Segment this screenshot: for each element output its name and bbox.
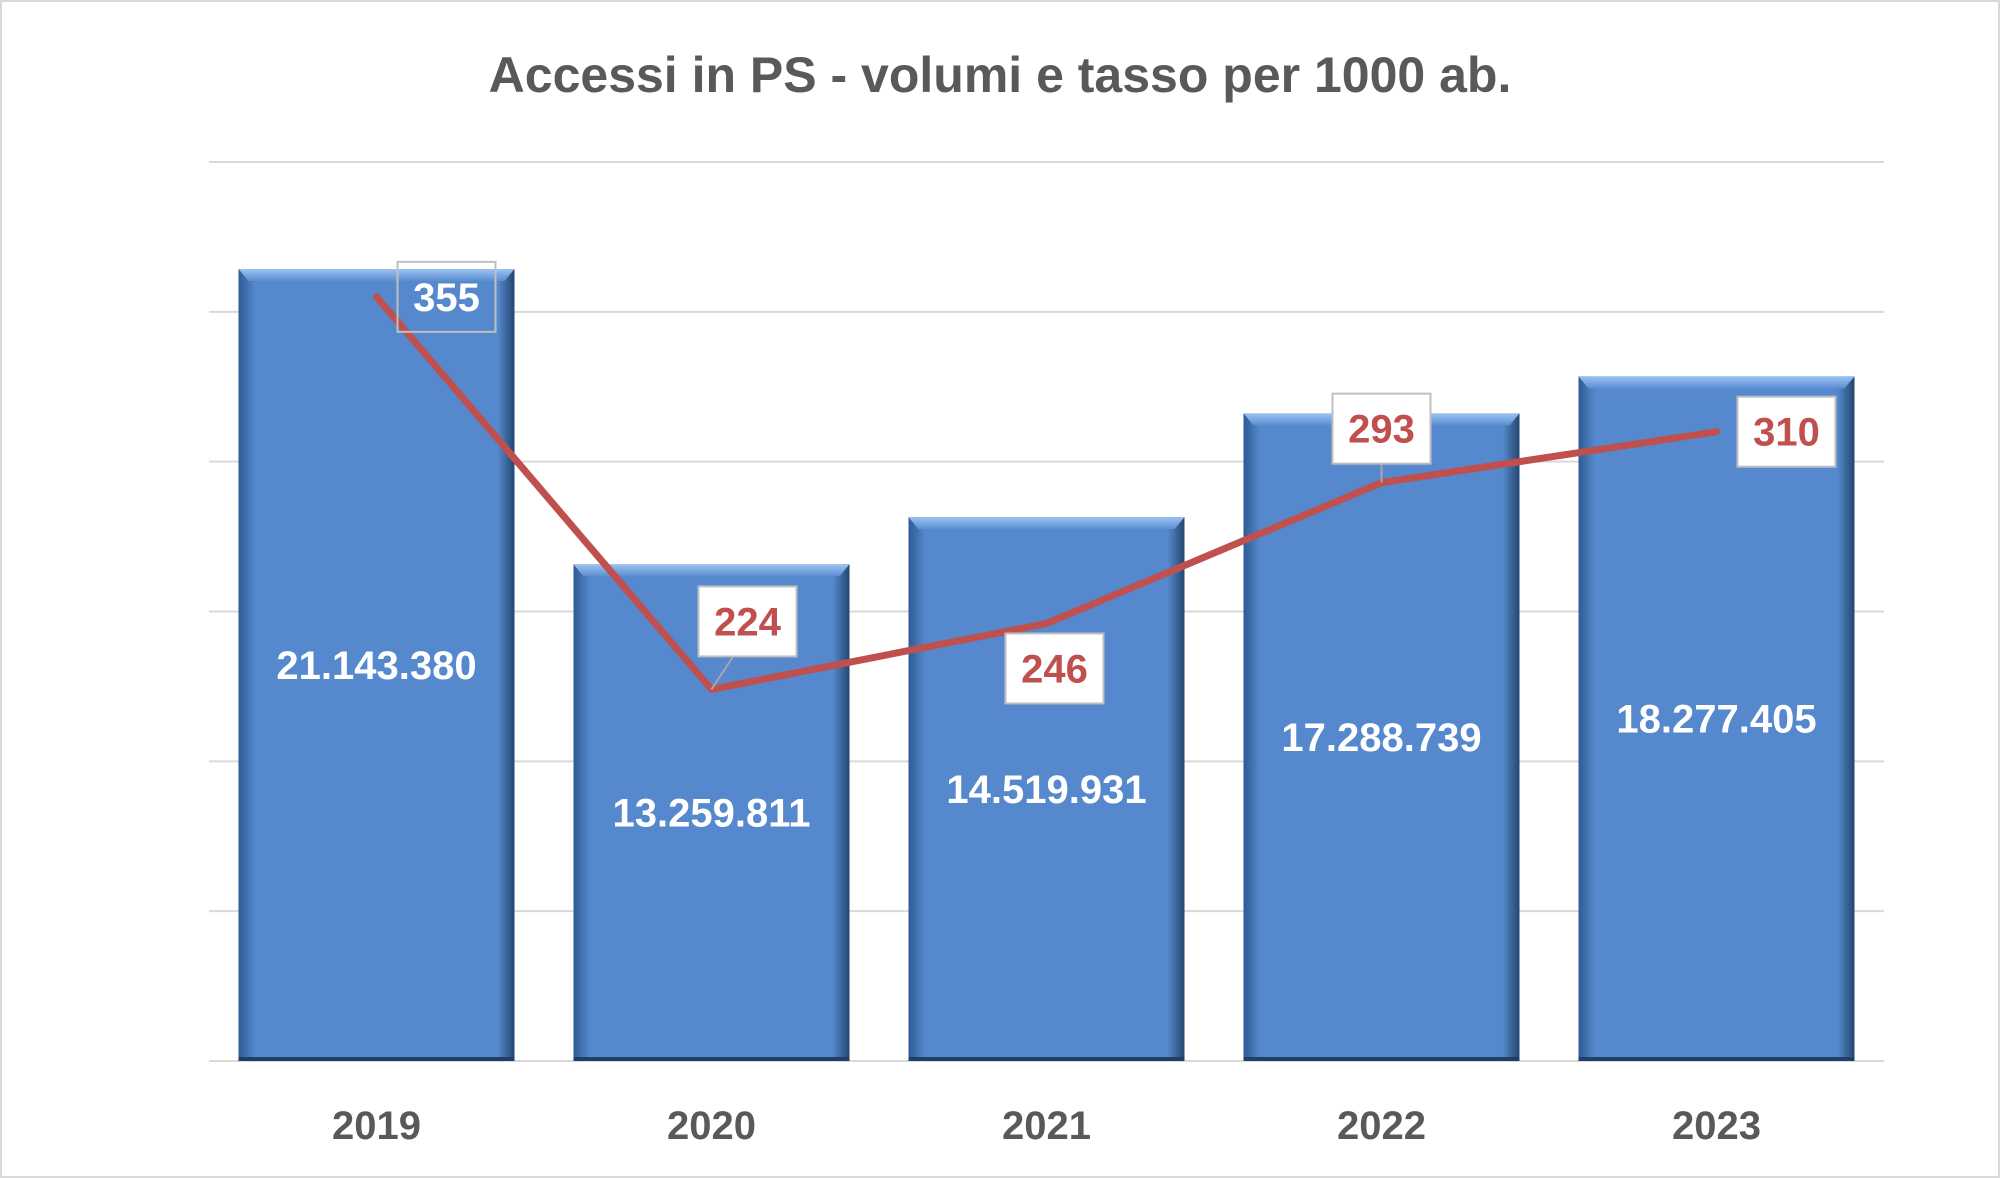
bar-bevel	[573, 564, 850, 577]
bar-body	[1578, 376, 1855, 1061]
rate-label-2020: 224	[697, 585, 798, 690]
rate-value-label: 246	[1021, 647, 1088, 691]
rate-value-label: 355	[413, 276, 480, 320]
bar-value-label: 18.277.405	[1616, 698, 1816, 742]
bar-value-label: 21.143.380	[276, 644, 476, 688]
rate-value-label: 293	[1348, 408, 1415, 452]
x-tick-label: 2019	[332, 1104, 421, 1148]
bars: 21.143.380 13.259.811 14.519.931 17.288.739…	[238, 269, 1855, 1061]
bar-bevel	[238, 269, 515, 282]
bar-value-label: 14.519.931	[946, 768, 1146, 812]
rate-value-label: 310	[1753, 411, 1820, 455]
bar-2023: 18.277.405	[1578, 376, 1855, 1061]
rate-label-box	[1331, 392, 1432, 465]
bar-2019: 21.143.380	[238, 269, 515, 1061]
bar-value-label: 13.259.811	[613, 792, 811, 836]
rate-value-label: 224	[714, 600, 781, 644]
bar-body	[908, 517, 1185, 1061]
bar-value-label: 17.288.739	[1281, 716, 1481, 760]
rate-label-box	[1736, 395, 1837, 468]
rate-label-2022: 293	[1331, 392, 1432, 483]
rate-label-box	[697, 585, 798, 658]
rate-line: 355 224 246 293 310	[373, 260, 1837, 705]
label-leader	[710, 655, 734, 690]
chart-title: Accessi in PS - volumi e tasso per 1000 …	[489, 47, 1512, 103]
bar-bevel	[1578, 376, 1855, 389]
rate-label-2023: 310	[1736, 395, 1837, 468]
rate-label-2019: 355	[396, 260, 497, 333]
rate-series-line	[373, 293, 1720, 693]
x-tick-label: 2021	[1002, 1104, 1091, 1148]
bar-2022: 17.288.739	[1243, 413, 1520, 1061]
x-tick-label: 2022	[1337, 1104, 1426, 1148]
x-tick-label: 2020	[667, 1104, 756, 1148]
x-tick-label: 2023	[1672, 1104, 1761, 1148]
rate-label-box	[396, 260, 497, 333]
rate-label-2021: 246	[1004, 632, 1105, 705]
x-axis-ticks: 2019 2020 2021 2022 2023	[332, 1104, 1761, 1148]
bar-bevel	[908, 517, 1185, 530]
rate-label-box	[1004, 632, 1105, 705]
bar-2021: 14.519.931	[908, 517, 1185, 1061]
